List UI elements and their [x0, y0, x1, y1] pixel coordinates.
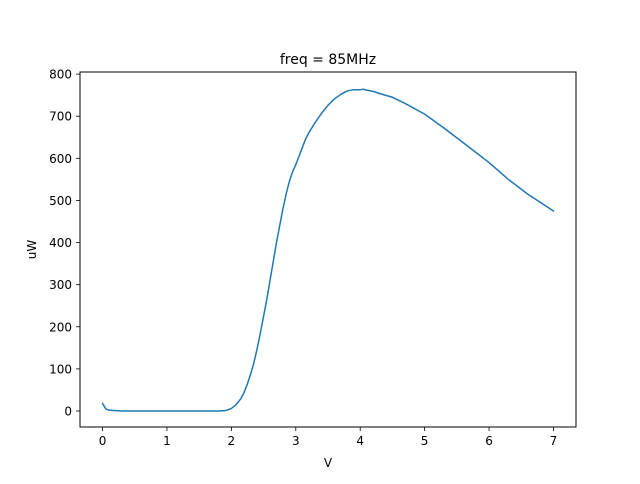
x-axis-label: V	[324, 456, 333, 470]
x-tick-label: 3	[292, 434, 300, 448]
x-tick-label: 7	[550, 434, 558, 448]
x-tick-label: 2	[228, 434, 236, 448]
plot-area	[101, 88, 555, 412]
x-tick-label: 0	[99, 434, 107, 448]
x-axis: 0 1 2 3 4 5 6 7	[99, 427, 558, 448]
series-line-0	[101, 88, 555, 412]
x-tick-label: 1	[163, 434, 171, 448]
y-tick-label: 0	[64, 404, 72, 418]
y-axis-label: uW	[25, 240, 39, 260]
y-axis: 0 100 200 300 400 500 600 700 800	[49, 68, 80, 418]
axes-frame	[79, 71, 577, 428]
x-tick-label: 6	[485, 434, 493, 448]
y-tick-label: 400	[49, 236, 72, 250]
y-tick-label: 500	[49, 194, 72, 208]
y-tick-label: 600	[49, 152, 72, 166]
y-tick-label: 800	[49, 68, 72, 82]
y-tick-label: 700	[49, 110, 72, 124]
x-tick-label: 4	[356, 434, 364, 448]
y-tick-label: 200	[49, 320, 72, 334]
y-tick-label: 300	[49, 278, 72, 292]
chart-title: freq = 85MHz	[280, 52, 376, 68]
y-tick-label: 100	[49, 362, 72, 376]
x-tick-label: 5	[421, 434, 429, 448]
